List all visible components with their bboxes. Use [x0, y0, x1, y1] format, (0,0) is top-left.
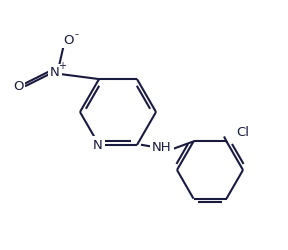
Text: -: - [74, 29, 78, 39]
Text: NH: NH [152, 141, 172, 154]
Text: +: + [58, 61, 66, 71]
Text: O: O [13, 79, 23, 92]
Text: N: N [93, 139, 103, 152]
Text: O: O [63, 34, 73, 47]
Text: Cl: Cl [236, 126, 249, 138]
Text: N: N [50, 66, 60, 79]
